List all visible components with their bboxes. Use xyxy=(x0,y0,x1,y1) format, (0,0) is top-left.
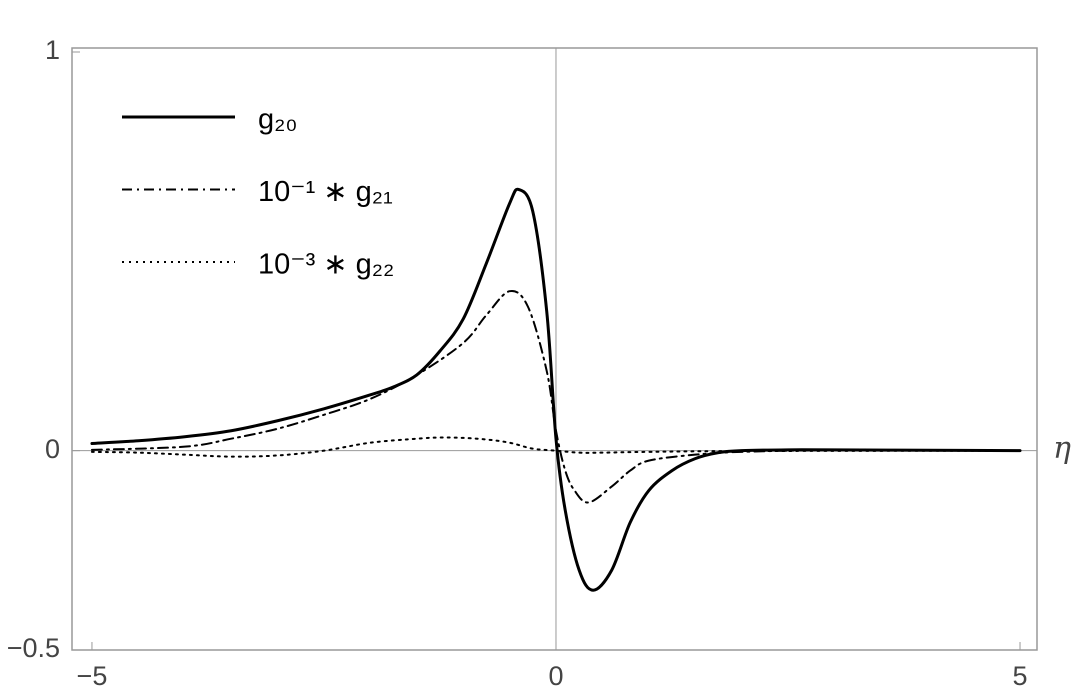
x-tick-label: 0 xyxy=(548,661,563,691)
y-tick-label: −0.5 xyxy=(7,633,60,663)
series-line xyxy=(90,289,1022,504)
x-tick-label: −5 xyxy=(77,661,108,691)
x-axis-label: η xyxy=(1053,431,1071,466)
series-line xyxy=(90,436,1022,458)
legend-label: 10⁻¹ ∗ g₂₁ xyxy=(258,176,393,208)
x-tick-label: 5 xyxy=(1013,661,1028,691)
legend-label: g₂₀ xyxy=(258,104,297,136)
y-tick-label: 0 xyxy=(45,434,60,464)
legend-label: 10⁻³ ∗ g₂₂ xyxy=(258,249,394,281)
y-tick-label: 1 xyxy=(45,35,60,65)
plot-frame xyxy=(71,47,1038,651)
